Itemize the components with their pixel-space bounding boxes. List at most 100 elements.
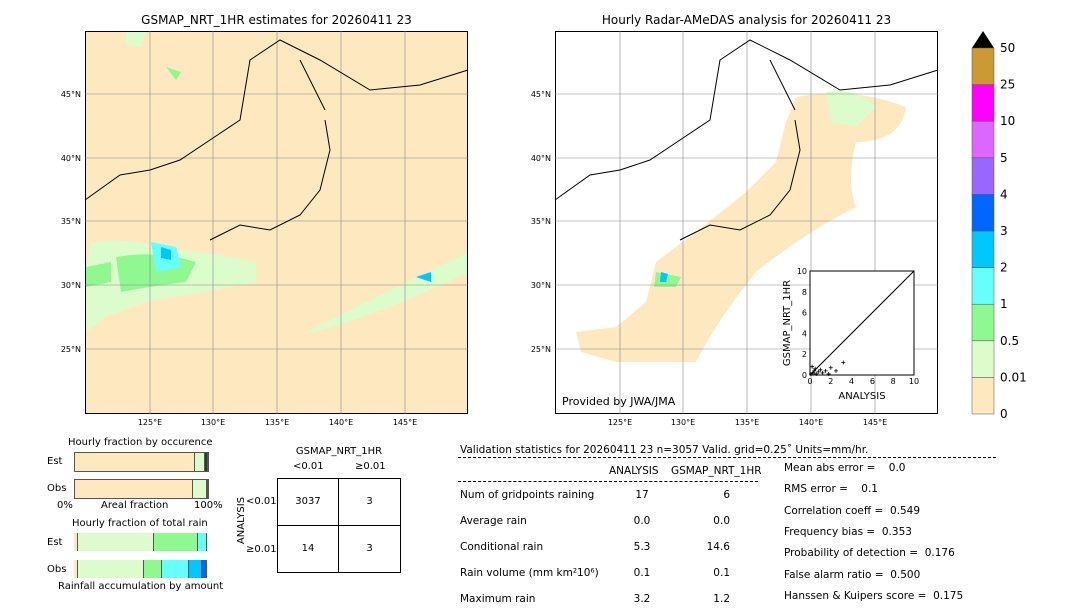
left-map-rain — [86, 32, 467, 332]
bar-segment — [143, 560, 163, 578]
occ-est-label: Est — [47, 456, 63, 467]
lon-tick-label: 125°E — [608, 418, 632, 427]
stats-row-label: Average rain — [460, 515, 527, 527]
scatter-x-tick: 4 — [849, 377, 854, 386]
cell-miss: 14 — [278, 525, 339, 572]
score-line: Frequency bias = 0.353 — [784, 525, 912, 538]
scatter-point — [841, 360, 846, 365]
scatter-diagonal — [809, 270, 915, 376]
colorbar-label: 4 — [1000, 187, 1008, 201]
scatter-point — [813, 366, 818, 371]
scatter-point — [816, 369, 821, 374]
contingency-title: GSMAP_NRT_1HR — [295, 446, 383, 457]
lon-tick-label: 135°E — [265, 418, 289, 427]
bar-segment — [197, 533, 207, 551]
scatter-point — [834, 368, 838, 373]
occurrence-est-bar — [74, 452, 209, 472]
stats-gsmap-value: 14.6 — [706, 541, 730, 553]
lon-tick-label: 145°E — [863, 418, 887, 427]
colorbar-label: 25 — [1000, 78, 1015, 92]
stats-analysis-value: 0.0 — [633, 515, 651, 527]
score-line: Mean abs error = 0.0 — [784, 462, 906, 474]
stats-gsmap-value: 0.0 — [713, 515, 730, 527]
scatter-point — [828, 365, 833, 370]
score-line: Correlation coeff = 0.549 — [784, 504, 920, 517]
bar-segment — [153, 533, 198, 551]
stats-gsmap-value: 1.2 — [713, 593, 730, 605]
bar-segment — [206, 480, 208, 498]
scatter-x-tick: 0 — [807, 377, 812, 386]
stats-row-label: Conditional rain — [460, 541, 544, 553]
stats-gsmap-value: 6 — [723, 489, 730, 501]
scatter-point — [818, 367, 823, 372]
stats-row-label: Maximum rain — [460, 593, 536, 605]
scatter-point — [810, 364, 815, 369]
data-credit: Provided by JWA/JMA — [562, 395, 676, 408]
contingency-row-1: ≥0.01 — [246, 544, 277, 555]
score-line: RMS error = 0.1 — [784, 483, 878, 496]
contingency-table: 3037 3 14 3 — [277, 478, 401, 573]
coastline — [84, 39, 469, 201]
stats-row-label: Num of gridpoints raining — [460, 489, 595, 501]
bar-segment — [188, 560, 202, 578]
scatter-y-tick: 10 — [797, 267, 807, 276]
bar-segment — [194, 453, 206, 471]
colorbar-label: 5 — [1000, 151, 1008, 165]
bar-segment — [74, 560, 78, 578]
scatter-point — [826, 371, 831, 376]
stats-analysis-value: 0.1 — [633, 567, 651, 579]
bar-segment — [201, 560, 207, 578]
scatter-point — [809, 371, 814, 376]
colorbar-label: 1 — [1000, 297, 1008, 311]
colorbar-label: 2 — [1000, 261, 1008, 275]
scatter-x-tick: 6 — [870, 377, 875, 386]
bar-segment — [77, 533, 154, 551]
lat-tick-label: 40°N — [61, 154, 81, 163]
occurrence-title: Hourly fraction by occurence — [68, 437, 213, 448]
scatter-point — [820, 370, 825, 375]
bar-segment — [77, 560, 144, 578]
scatter-ylabel: GSMAP_NRT_1HR — [782, 280, 793, 366]
colorbar-label: 0.5 — [1000, 334, 1019, 348]
colorbar-label: 3 — [1000, 224, 1008, 238]
occ-obs-label: Obs — [47, 483, 67, 494]
total-rain-title: Hourly fraction of total rain — [72, 518, 208, 529]
occ-xlabel: Areal fraction — [101, 500, 169, 511]
stats-gsmap-value: 0.1 — [713, 567, 730, 579]
score-line: Hanssen & Kuipers score = 0.175 — [784, 589, 964, 602]
lon-tick-label: 130°E — [201, 418, 225, 427]
scatter-y-tick: 4 — [802, 329, 807, 338]
colorbar-label: 10 — [1000, 114, 1015, 128]
stats-row-label: Rain volume (mm km²10⁶) — [460, 567, 599, 579]
colorbar-label: 0.01 — [1000, 370, 1027, 384]
rain-est-label: Est — [47, 537, 63, 548]
cell-hit-none: 3037 — [278, 479, 339, 526]
right-map-rain — [576, 91, 906, 362]
coastline — [679, 119, 801, 241]
lat-tick-label: 25°N — [61, 345, 81, 354]
lat-tick-label: 30°N — [61, 281, 81, 290]
bar-segment — [74, 533, 78, 551]
scatter-point — [812, 368, 817, 373]
total-rain-obs-bar — [74, 560, 207, 578]
total-rain-est-bar — [74, 533, 207, 551]
cell-false-alarm: 3 — [339, 479, 400, 526]
occ-x0: 0% — [57, 500, 73, 511]
scatter-y-tick: 2 — [802, 350, 807, 359]
contingency-col-0: <0.01 — [293, 461, 324, 472]
stats-col-analysis: ANALYSIS — [609, 465, 659, 477]
stats-analysis-value: 5.3 — [633, 541, 651, 553]
lat-tick-label: 35°N — [61, 217, 81, 226]
colorbar-segment — [971, 47, 995, 85]
stats-analysis-value: 3.2 — [633, 593, 651, 605]
lat-tick-label: 30°N — [531, 281, 551, 290]
coastline — [299, 59, 326, 111]
contingency-col-1: ≥0.01 — [355, 461, 386, 472]
coastline — [209, 119, 331, 241]
lat-tick-label: 25°N — [531, 345, 551, 354]
occurrence-obs-bar — [74, 479, 209, 499]
contingency-row-0: <0.01 — [246, 496, 277, 507]
scatter-point — [823, 368, 828, 373]
cell-hit: 3 — [366, 543, 373, 555]
